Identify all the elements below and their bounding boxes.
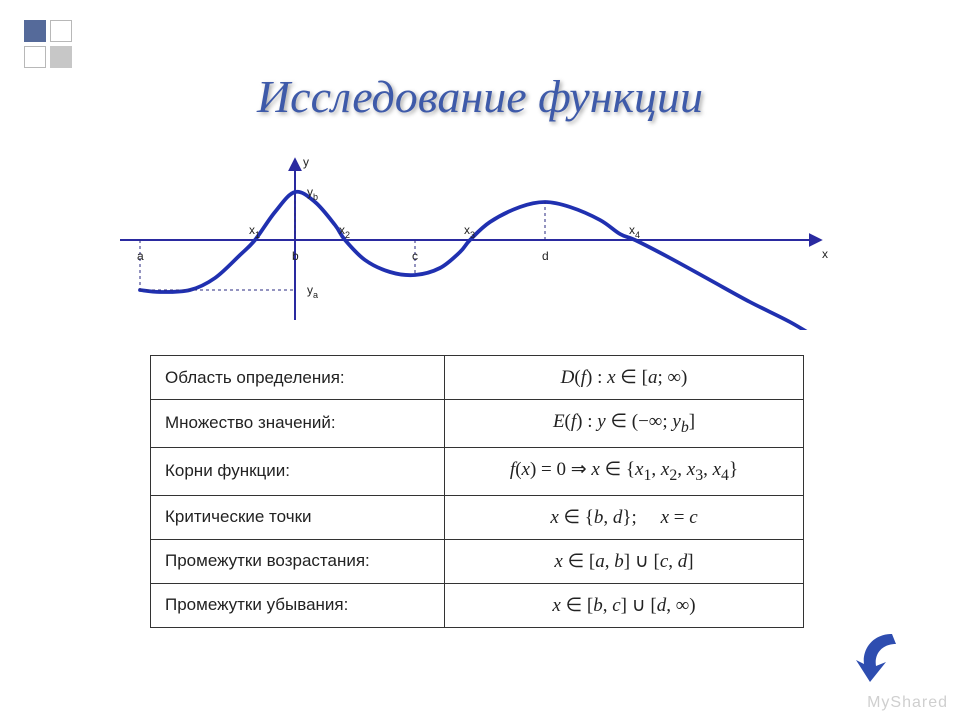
svg-text:x2: x2 bbox=[339, 223, 350, 240]
property-label: Критические точки bbox=[151, 495, 445, 539]
property-formula: x ∈ [b, c] ∪ [d, ∞) bbox=[445, 583, 804, 627]
table-row: Корни функции:f(x) = 0 ⇒ x ∈ {x1, x2, x3… bbox=[151, 447, 804, 495]
properties-table: Область определения:D(f) : x ∈ [a; ∞)Мно… bbox=[150, 355, 804, 628]
property-formula: x ∈ [a, b] ∪ [c, d] bbox=[445, 539, 804, 583]
svg-text:a: a bbox=[137, 249, 144, 263]
svg-text:x: x bbox=[822, 247, 828, 261]
return-arrow-icon[interactable] bbox=[850, 620, 920, 690]
svg-text:x3: x3 bbox=[464, 223, 475, 240]
property-label: Корни функции: bbox=[151, 447, 445, 495]
table-row: Промежутки возрастания:x ∈ [a, b] ∪ [c, … bbox=[151, 539, 804, 583]
property-label: Промежутки убывания: bbox=[151, 583, 445, 627]
slide-decor-squares bbox=[22, 18, 78, 70]
svg-text:ya: ya bbox=[307, 283, 318, 300]
svg-text:x1: x1 bbox=[249, 223, 260, 240]
svg-text:yb: yb bbox=[307, 185, 318, 202]
property-label: Область определения: bbox=[151, 356, 445, 400]
table-row: Промежутки убывания:x ∈ [b, c] ∪ [d, ∞) bbox=[151, 583, 804, 627]
property-formula: x ∈ {b, d}; x = c bbox=[445, 495, 804, 539]
table-row: Критические точкиx ∈ {b, d}; x = c bbox=[151, 495, 804, 539]
property-formula: E(f) : y ∈ (−∞; yb] bbox=[445, 400, 804, 448]
watermark-text: MyShared bbox=[867, 694, 948, 712]
slide-title: Исследование функции bbox=[0, 70, 960, 123]
property-formula: f(x) = 0 ⇒ x ∈ {x1, x2, x3, x4} bbox=[445, 447, 804, 495]
svg-text:y: y bbox=[303, 155, 309, 169]
svg-text:d: d bbox=[542, 249, 549, 263]
svg-text:c: c bbox=[412, 249, 418, 263]
table-row: Область определения:D(f) : x ∈ [a; ∞) bbox=[151, 356, 804, 400]
table-row: Множество значений:E(f) : y ∈ (−∞; yb] bbox=[151, 400, 804, 448]
property-formula: D(f) : x ∈ [a; ∞) bbox=[445, 356, 804, 400]
property-label: Промежутки возрастания: bbox=[151, 539, 445, 583]
property-label: Множество значений: bbox=[151, 400, 445, 448]
svg-text:b: b bbox=[292, 249, 299, 263]
function-graph: yaaybbcdx1x2x3x4xy bbox=[120, 150, 840, 330]
